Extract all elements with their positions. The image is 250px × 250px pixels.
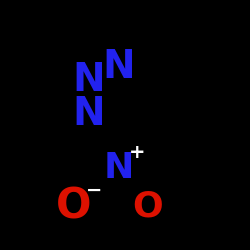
Text: O: O <box>132 189 163 223</box>
Text: N: N <box>104 150 134 184</box>
Text: N: N <box>72 95 105 133</box>
Text: −: − <box>86 180 102 200</box>
Text: N: N <box>72 61 105 99</box>
Text: +: + <box>129 143 146 162</box>
Text: O: O <box>56 185 92 227</box>
Text: N: N <box>102 48 135 86</box>
